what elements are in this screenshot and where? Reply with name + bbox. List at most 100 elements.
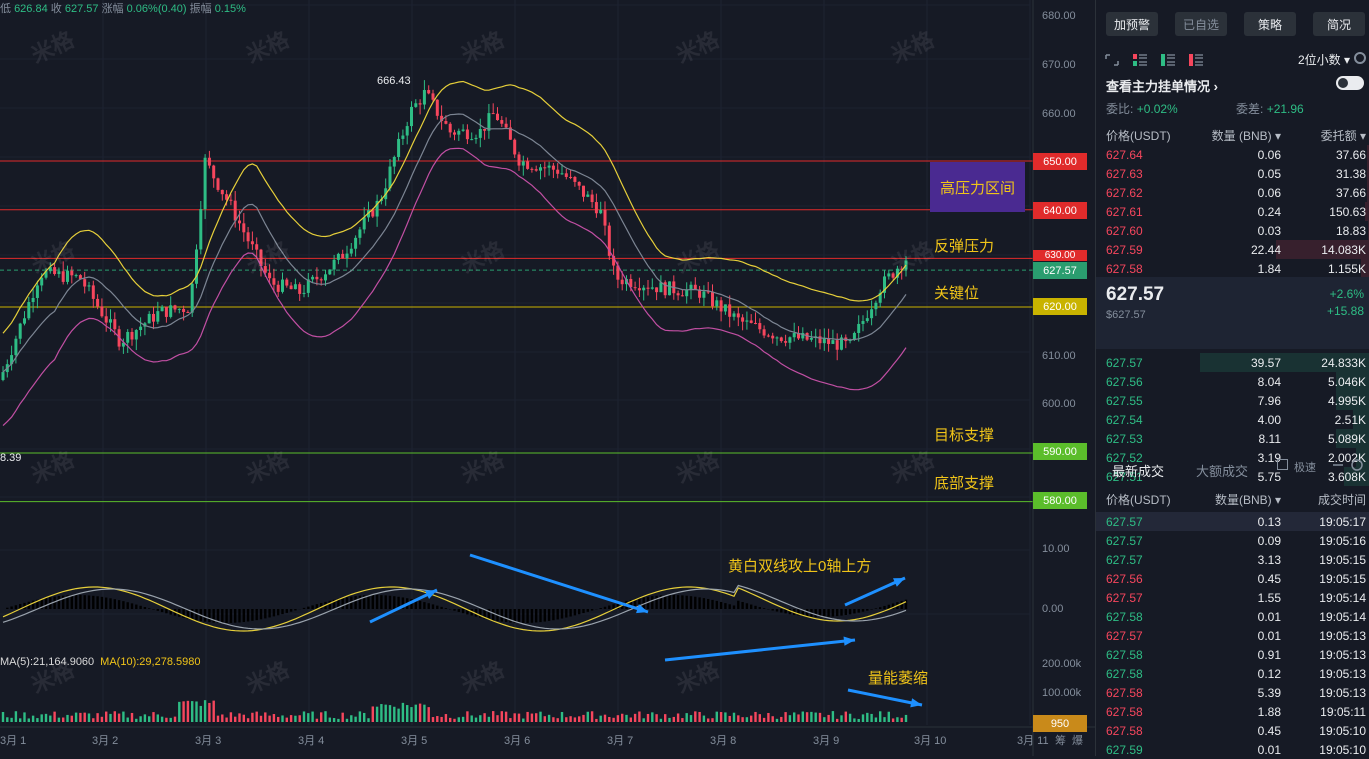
volume-bar: [144, 714, 146, 722]
macd-bar: [539, 609, 541, 622]
main-orders-toggle[interactable]: [1336, 76, 1364, 90]
volume-bar: [888, 712, 890, 722]
volume-bar: [251, 713, 253, 722]
chart-area[interactable]: 低 626.84 收 627.57 涨幅 0.06%(0.40) 振幅 0.15…: [0, 0, 1095, 756]
ask-amount: 1.155K: [1281, 262, 1366, 276]
candle-body: [479, 129, 482, 138]
volume-bar: [329, 718, 331, 722]
settings-gear-icon[interactable]: [1354, 52, 1366, 64]
candle-body: [685, 290, 688, 296]
ob-header-qty[interactable]: 数量 (BNB) ▾: [1186, 127, 1281, 144]
volume-bar: [333, 718, 335, 722]
main-orders-link[interactable]: 查看主力挂单情况 ›: [1106, 76, 1218, 95]
volume-bar: [152, 712, 154, 722]
candle-body: [242, 223, 245, 232]
x-tick: 3月 11: [1017, 732, 1049, 748]
candle-body: [423, 90, 426, 105]
watchlist-button[interactable]: 已自选: [1175, 12, 1227, 36]
volume-bar: [526, 712, 528, 722]
volume-bar: [187, 701, 189, 722]
candle-body: [135, 330, 138, 339]
candle-body: [655, 287, 658, 292]
volume-bar: [660, 719, 662, 722]
trades-header-qty[interactable]: 数量(BNB) ▾: [1186, 491, 1281, 508]
trade-filter-icons[interactable]: [1332, 458, 1364, 472]
volume-bar: [780, 717, 782, 722]
candle-body: [247, 232, 250, 241]
macd-bar: [608, 606, 610, 609]
precision-select[interactable]: 2位小数 ▾: [1298, 51, 1350, 68]
candle-body: [836, 340, 839, 350]
volume-bar: [221, 714, 223, 722]
orderbook-both-icon[interactable]: [1132, 53, 1148, 67]
macd-bar: [492, 609, 494, 620]
candle-body: [905, 260, 908, 269]
tab-large-trades[interactable]: 大额成交: [1196, 461, 1248, 480]
volume-bar: [600, 716, 602, 722]
macd-bar: [875, 608, 877, 609]
macd-bar: [234, 609, 236, 623]
chip-button[interactable]: 筹: [1055, 732, 1066, 748]
volume-bar: [509, 718, 511, 722]
volume-bar: [256, 712, 258, 722]
strategy-button[interactable]: 策略: [1244, 12, 1296, 36]
ob-header-amount[interactable]: 委托额 ▾: [1281, 127, 1366, 144]
volume-bar: [754, 712, 756, 722]
candle-body: [681, 295, 684, 296]
expand-icon[interactable]: [1104, 53, 1120, 67]
volume-bar: [716, 712, 718, 722]
fast-checkbox[interactable]: [1277, 459, 1288, 470]
trade-price: 627.58: [1106, 724, 1186, 738]
candle-body: [492, 113, 495, 114]
orderbook-bids-icon[interactable]: [1160, 53, 1176, 67]
overview-button[interactable]: 简况: [1313, 12, 1365, 36]
volume-bar: [75, 713, 77, 722]
candle-body: [556, 170, 559, 174]
tab-latest-trades[interactable]: 最新成交: [1112, 461, 1164, 480]
candle-body: [75, 275, 78, 276]
candle-body: [414, 103, 417, 107]
volume-bar: [92, 718, 94, 722]
orderbook-asks-icon[interactable]: [1188, 53, 1204, 67]
candle-body: [659, 282, 662, 292]
burst-button[interactable]: 爆: [1072, 732, 1083, 748]
trade-price: 627.58: [1106, 667, 1186, 681]
macd-bar: [75, 595, 77, 609]
candlestick-chart[interactable]: [0, 0, 1095, 756]
volume-bar: [595, 719, 597, 722]
add-alert-button[interactable]: 加预警: [1106, 12, 1158, 36]
candle-body: [720, 300, 723, 311]
orderbook-header: 价格(USDT) 数量 (BNB) ▾ 委托额 ▾: [1106, 126, 1366, 145]
volume-bar: [174, 717, 176, 722]
volume-bar: [367, 718, 369, 722]
candle-body: [522, 161, 525, 165]
candle-body: [303, 293, 306, 294]
macd-bar: [698, 597, 700, 609]
volume-bar: [268, 716, 270, 722]
